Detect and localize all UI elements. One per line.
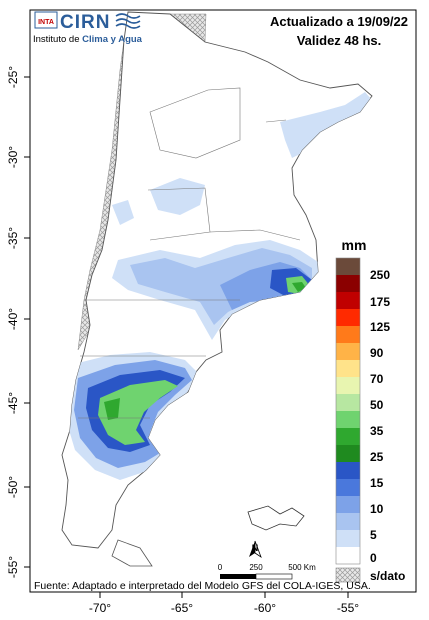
scale-bar: 0 250 500 Km (218, 563, 316, 580)
legend-label: 0 (370, 551, 377, 565)
precip-light-cordoba (150, 178, 205, 215)
legend-swatch (336, 513, 360, 531)
lat-label: -30° (6, 146, 20, 168)
legend-swatch (336, 547, 360, 565)
precip-green-patagonia (98, 380, 178, 445)
legend-color-bar (336, 258, 360, 565)
legend-swatch (336, 326, 360, 344)
legend-swatch (336, 445, 360, 463)
legend-swatch (336, 530, 360, 548)
lat-label: -40° (6, 308, 20, 330)
legend-swatch (336, 275, 360, 293)
legend-label: 25 (370, 450, 384, 464)
legend-swatch (336, 462, 360, 480)
water-waves-icon (115, 13, 141, 29)
legend-label: 250 (370, 268, 390, 282)
inta-logo-text: INTA (38, 19, 54, 26)
legend-label: 10 (370, 502, 384, 516)
legend-swatch (336, 496, 360, 514)
source-credit: Fuente: Adaptado e interpretado del Mode… (34, 580, 371, 592)
legend-label: 70 (370, 372, 384, 386)
legend-swatch (336, 479, 360, 497)
nodata-legend-label: s/dato (370, 569, 405, 583)
institute-prefix: Instituto de (33, 34, 82, 45)
legend-swatch (336, 394, 360, 412)
legend-swatch (336, 343, 360, 361)
north-arrow-icon: N (249, 540, 262, 559)
legend-swatch (336, 428, 360, 446)
north-label: N (252, 543, 259, 553)
legend-swatch (336, 377, 360, 395)
precipitation-legend: mm 250 175 125 90 70 50 35 25 15 10 5 0 … (335, 237, 405, 583)
longitude-axis: -70° -65° -60° -55° (89, 592, 359, 615)
legend-swatch (336, 258, 360, 276)
lat-label: -45° (6, 392, 20, 414)
lon-label: -65° (171, 601, 193, 615)
legend-swatch (336, 360, 360, 378)
updated-date: Actualizado a 19/09/22 (270, 14, 408, 29)
precip-light-cuyo (112, 200, 134, 225)
precip-darkgreen-patagonia (104, 398, 120, 420)
malvinas-islands (247, 505, 305, 531)
cirn-logo-text: CIRN (60, 12, 110, 33)
lat-label: -25° (6, 66, 20, 88)
institute-name: Instituto de Clima y Agua (33, 34, 143, 45)
lat-label: -35° (6, 227, 20, 249)
legend-label: 175 (370, 295, 390, 309)
legend-label: 5 (370, 528, 377, 542)
institute-highlight: Clima y Agua (82, 34, 143, 45)
nodata-legend-swatch (335, 567, 361, 583)
scale-label: 500 Km (288, 563, 316, 572)
lon-label: -60° (254, 601, 276, 615)
cirn-logo: INTA CIRN Instituto de Clima y Agua (33, 11, 143, 45)
lon-label: -70° (89, 601, 111, 615)
legend-label: 35 (370, 424, 384, 438)
legend-label: 125 (370, 320, 390, 334)
latitude-axis: -25° -30° -35° -40° -45° -50° -55° (6, 66, 30, 578)
lon-label: -55° (337, 601, 359, 615)
legend-label: 15 (370, 476, 384, 490)
tierra-del-fuego (111, 539, 153, 567)
legend-swatch (336, 292, 360, 310)
scale-label: 0 (218, 563, 223, 572)
legend-swatch (336, 411, 360, 429)
legend-unit: mm (342, 237, 367, 253)
province-boundaries (78, 87, 301, 419)
precip-light-ne (280, 92, 372, 158)
legend-label: 50 (370, 398, 384, 412)
legend-swatch (336, 309, 360, 327)
validity-period: Validez 48 hs. (297, 33, 382, 48)
inta-logo-box (34, 11, 58, 29)
lat-label: -50° (6, 476, 20, 498)
lat-label: -55° (6, 556, 20, 578)
scale-label: 250 (249, 563, 263, 572)
legend-label: 90 (370, 346, 384, 360)
